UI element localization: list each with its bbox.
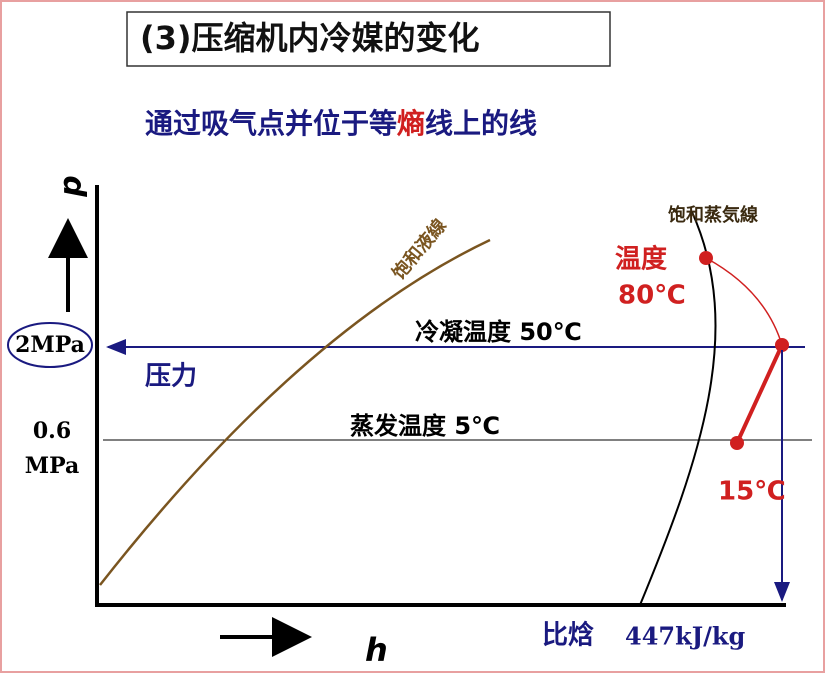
enthalpy-value: 447kJ/kg — [625, 622, 745, 651]
subtitle-part: 熵 — [396, 107, 425, 140]
condensing-label: 冷凝温度 50℃ — [415, 318, 582, 346]
point — [775, 338, 789, 352]
subtitle: 通过吸气点并位于等熵线上的线 — [145, 107, 537, 140]
title: (3)压缩机内冷媒的变化 — [140, 19, 480, 57]
evaporating-label: 蒸发温度 5℃ — [350, 412, 500, 440]
point — [730, 436, 744, 450]
point — [699, 251, 713, 265]
pressure-label: 压力 — [145, 362, 197, 392]
high-pressure: 2MPa — [15, 332, 85, 358]
saturated-vapor-label: 饱和蒸気線 — [668, 204, 758, 226]
subtitle-part: 通过吸气点并位于等 — [145, 107, 397, 140]
y-label: p — [54, 175, 89, 197]
subtitle-part: 线上的线 — [425, 107, 537, 140]
low-pressure-unit: MPa — [25, 453, 80, 479]
suction-temp: 15℃ — [718, 477, 786, 507]
enthalpy-label: 比焓 — [542, 620, 594, 651]
process-curve — [705, 257, 783, 346]
discharge-temp: 80℃ — [618, 281, 686, 311]
x-label: h — [365, 631, 388, 669]
temperature-label: 温度 — [615, 244, 667, 275]
low-pressure-value: 0.6 — [33, 418, 71, 444]
highlight-ellipse — [7, 322, 93, 368]
compression-line — [735, 344, 784, 444]
title-box — [126, 11, 611, 67]
saturated-liquid-curve — [99, 238, 491, 586]
